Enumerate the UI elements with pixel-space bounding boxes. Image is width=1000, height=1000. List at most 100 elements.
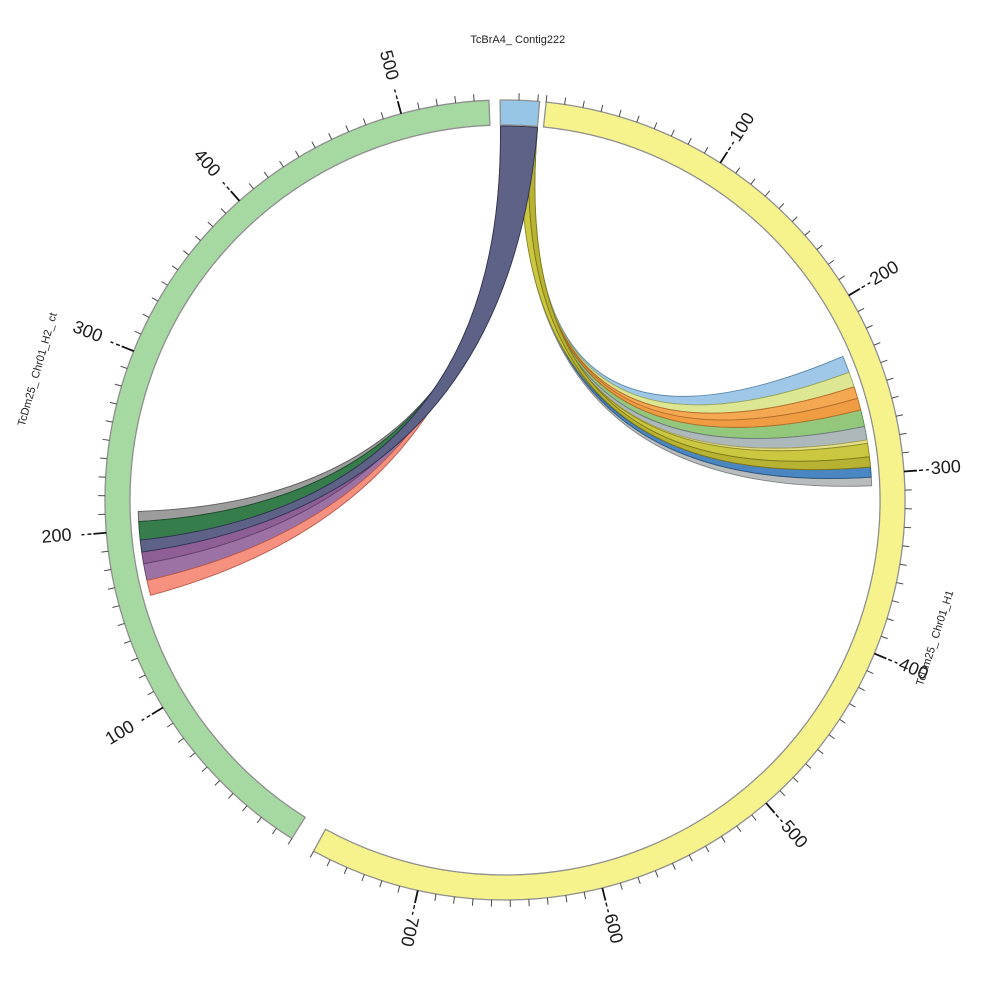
major-tick: [719, 151, 729, 164]
minor-tick: [100, 457, 108, 460]
minor-tick: [778, 203, 785, 209]
minor-tick: [736, 825, 742, 832]
minor-tick: [123, 640, 131, 644]
minor-tick: [804, 230, 811, 236]
minor-tick: [220, 208, 227, 214]
minor-tick: [582, 100, 585, 108]
minor-tick: [896, 582, 904, 585]
minor-tick: [161, 281, 168, 286]
minor-tick: [183, 250, 190, 256]
minor-tick: [653, 122, 658, 130]
minor-tick: [619, 882, 623, 890]
minor-tick: [735, 167, 741, 174]
tick-label: 300: [930, 456, 961, 478]
tick-leader: [605, 902, 610, 913]
minor-tick: [361, 874, 365, 882]
tick-leader: [775, 813, 783, 823]
minor-tick: [866, 324, 873, 329]
tick-leader: [110, 341, 121, 347]
minor-tick: [858, 686, 865, 691]
minor-tick: [454, 96, 457, 104]
minor-tick: [109, 401, 117, 405]
minor-tick: [839, 718, 846, 724]
minor-tick: [827, 259, 835, 265]
minor-tick: [654, 870, 659, 878]
tick-leader: [918, 468, 929, 472]
minor-tick: [705, 845, 710, 853]
major-tick: [414, 890, 419, 904]
minor-tick: [134, 330, 142, 335]
minor-tick: [891, 600, 900, 603]
minor-tick: [117, 622, 125, 627]
minor-tick: [107, 587, 115, 590]
minor-tick: [537, 94, 539, 102]
minor-tick: [817, 749, 824, 755]
major-tick: [151, 706, 164, 716]
minor-tick: [565, 895, 568, 903]
minor-tick: [720, 836, 726, 843]
minor-tick: [201, 766, 208, 773]
major-tick: [93, 531, 107, 535]
minor-tick: [328, 132, 333, 140]
minor-tick: [688, 854, 693, 862]
tick-leader: [222, 181, 230, 191]
minor-tick: [473, 94, 475, 102]
minor-tick: [309, 850, 315, 858]
minor-tick: [214, 780, 221, 786]
minor-tick: [583, 891, 587, 900]
minor-tick: [343, 867, 348, 875]
minor-tick: [271, 827, 277, 835]
minor-tick: [751, 814, 757, 821]
minor-tick: [142, 313, 150, 318]
minor-tick: [896, 414, 904, 417]
minor-tick: [311, 141, 316, 149]
major-tick: [903, 469, 918, 473]
minor-tick: [792, 777, 799, 783]
minor-tick: [248, 183, 254, 190]
minor-tick: [434, 893, 437, 901]
minor-tick: [564, 97, 567, 105]
minor-tick: [114, 383, 122, 387]
minor-tick: [138, 674, 146, 679]
minor-tick: [287, 838, 293, 845]
major-tick: [601, 887, 607, 901]
minor-tick: [891, 395, 899, 399]
tick-leader: [861, 282, 871, 289]
tick-label: 200: [41, 524, 73, 546]
minor-tick: [171, 265, 179, 271]
minor-tick: [326, 859, 331, 867]
minor-tick: [105, 420, 113, 423]
ring-segment-h2: [104, 99, 491, 840]
minor-tick: [177, 737, 185, 743]
minor-tick: [902, 451, 910, 454]
ribbon-h1-olive-b: [528, 126, 871, 471]
minor-tick: [805, 763, 812, 769]
minor-tick: [750, 178, 756, 185]
minor-tick: [227, 793, 234, 799]
minor-tick: [857, 307, 865, 313]
minor-tick: [189, 752, 196, 758]
minor-tick: [207, 221, 214, 228]
minor-tick: [600, 104, 604, 112]
major-tick: [121, 345, 135, 352]
minor-tick: [147, 691, 155, 696]
minor-tick: [779, 790, 786, 796]
minor-tick: [102, 438, 110, 441]
tick-leader: [81, 533, 92, 536]
minor-tick: [899, 563, 907, 566]
major-tick: [848, 288, 861, 297]
minor-tick: [101, 550, 109, 553]
minor-tick: [670, 129, 675, 137]
minor-tick: [295, 150, 300, 158]
minor-tick: [435, 98, 438, 106]
minor-tick: [279, 160, 284, 168]
ribbon-h2-slate: [139, 125, 539, 553]
minor-tick: [849, 703, 856, 708]
minor-tick: [880, 635, 888, 640]
minor-tick: [671, 863, 676, 870]
major-tick: [765, 802, 776, 814]
minor-tick: [618, 109, 622, 117]
tick-leader: [141, 714, 151, 722]
tick-leader: [393, 89, 398, 100]
